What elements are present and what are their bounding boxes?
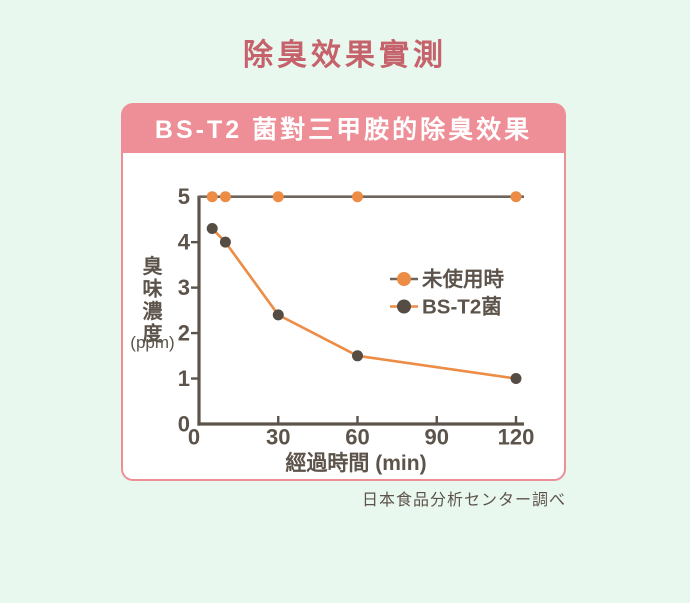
data-point [206, 191, 218, 203]
card-header-title: BS-T2 菌對三甲胺的除臭效果 [154, 116, 533, 144]
y-tick-label: 5 [178, 184, 190, 209]
y-axis-title-char: 味 [143, 278, 163, 301]
x-tick-label: 120 [498, 425, 535, 450]
data-point [272, 191, 284, 203]
data-point [510, 373, 522, 385]
data-point [352, 350, 363, 362]
x-axis-title: 經過時間 (min) [285, 451, 426, 475]
legend-marker [397, 272, 411, 286]
x-tick-label: 60 [345, 425, 369, 450]
data-point [206, 223, 218, 235]
y-tick-label: 0 [178, 412, 190, 437]
chart-card: BS-T2 菌對三甲胺的除臭效果 0 1 2 3 4 5 0 30 60 90 120 臭味濃度 (pp… [121, 103, 566, 481]
y-tick-label: 2 [178, 321, 190, 346]
y-tick-label: 4 [178, 230, 191, 255]
data-point [272, 309, 284, 321]
legend: 未使用時 BS-T2菌 [390, 267, 504, 319]
y-axis-unit: (ppm) [130, 333, 174, 352]
card-header: BS-T2 菌對三甲胺的除臭效果 [121, 103, 566, 153]
data-point [352, 191, 363, 203]
data-point [510, 191, 522, 203]
y-axis-title-char: 度 [143, 322, 164, 346]
y-tick-label: 1 [178, 366, 190, 391]
y-axis-title-char: 濃 [143, 300, 164, 323]
axes: 0 1 2 3 4 5 0 30 60 90 120 [178, 184, 535, 449]
y-tick-label: 3 [178, 275, 190, 300]
card-body: 0 1 2 3 4 5 0 30 60 90 120 臭味濃度 (ppm) 經過時間 (min) 未使用時 B… [121, 153, 566, 481]
x-tick-label: 90 [425, 425, 449, 450]
y-axis-title-char: 臭 [143, 254, 163, 278]
source-note: 日本食品分析センター調べ [361, 492, 566, 509]
series-1 [206, 223, 522, 385]
data-point [219, 191, 231, 203]
series-0 [199, 191, 524, 203]
x-tick-label: 0 [188, 425, 200, 450]
page-title: 除臭效果實測 [243, 39, 447, 72]
x-tick-label: 30 [266, 425, 290, 450]
data-point [219, 236, 231, 248]
legend-label: BS-T2菌 [422, 295, 502, 319]
legend-marker [397, 299, 411, 314]
legend-label: 未使用時 [422, 267, 504, 291]
